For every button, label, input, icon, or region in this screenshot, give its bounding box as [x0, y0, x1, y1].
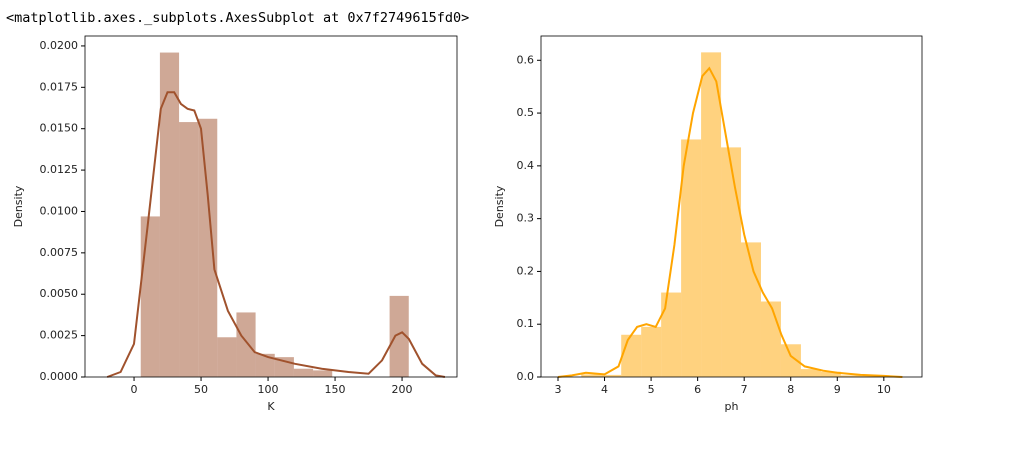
- bar: [217, 337, 237, 377]
- y-tick-label: 0.0200: [40, 39, 79, 52]
- bar: [313, 370, 333, 377]
- axes-frame: [540, 35, 923, 378]
- bar: [581, 374, 602, 377]
- bar: [860, 375, 881, 377]
- bar: [681, 139, 702, 377]
- bar: [701, 52, 722, 378]
- bar: [601, 374, 622, 377]
- y-tick-label: 0.5: [517, 106, 535, 119]
- bar: [641, 326, 662, 377]
- bar: [293, 368, 314, 377]
- x-tick-label: 150: [325, 383, 346, 396]
- y-tick-label: 0.1: [517, 317, 535, 330]
- y-tick-label: 0.0150: [40, 122, 79, 135]
- bar: [140, 216, 160, 377]
- y-tick-label: 0.0050: [40, 287, 79, 300]
- kde-line: [557, 66, 903, 378]
- bar: [661, 292, 682, 377]
- bar: [800, 369, 821, 377]
- bar: [255, 353, 275, 377]
- x-tick-label: 10: [877, 383, 891, 396]
- bar: [236, 312, 256, 377]
- y-tick-label: 0.2: [517, 264, 535, 277]
- bar: [780, 344, 801, 377]
- y-tick-label: 0.4: [517, 159, 535, 172]
- x-tick-label: 9: [834, 383, 841, 396]
- y-tick-label: 0.0075: [40, 246, 79, 259]
- bar: [179, 122, 199, 377]
- bar: [621, 334, 642, 377]
- x-tick-label: 6: [694, 383, 701, 396]
- y-tick-label: 0.0025: [40, 329, 79, 342]
- y-tick-label: 0.0: [517, 370, 535, 383]
- x-tick-label: 7: [741, 383, 748, 396]
- output-text: <matplotlib.axes._subplots.AxesSubplot a…: [6, 10, 469, 26]
- bar: [760, 301, 781, 377]
- y-axis-label: Density: [493, 185, 506, 227]
- kde-line: [106, 91, 446, 378]
- y-tick-label: 0.0175: [40, 80, 79, 93]
- x-tick-label: 8: [787, 383, 794, 396]
- y-tick-label: 0.3: [517, 212, 535, 225]
- bar: [840, 375, 861, 377]
- x-tick-label: 50: [194, 383, 208, 396]
- bar: [389, 295, 409, 377]
- x-tick-label: 100: [258, 383, 279, 396]
- x-tick-label: 0: [131, 383, 138, 396]
- x-tick-label: 4: [601, 383, 608, 396]
- y-axis-label: Density: [12, 185, 25, 227]
- bar: [198, 118, 218, 377]
- axes-frame: [84, 35, 458, 378]
- y-tick-label: 0.0125: [40, 163, 79, 176]
- x-tick-label: 3: [554, 383, 561, 396]
- y-tick-label: 0.0100: [40, 204, 79, 217]
- y-tick-label: 0.0000: [40, 370, 79, 383]
- x-tick-label: 5: [648, 383, 655, 396]
- bar: [721, 147, 742, 377]
- x-tick-label: 200: [392, 383, 413, 396]
- bar: [820, 371, 841, 377]
- bar: [159, 52, 180, 377]
- x-axis-label: K: [267, 400, 275, 413]
- y-tick-label: 0.6: [517, 53, 535, 66]
- x-axis-label: ph: [725, 400, 739, 413]
